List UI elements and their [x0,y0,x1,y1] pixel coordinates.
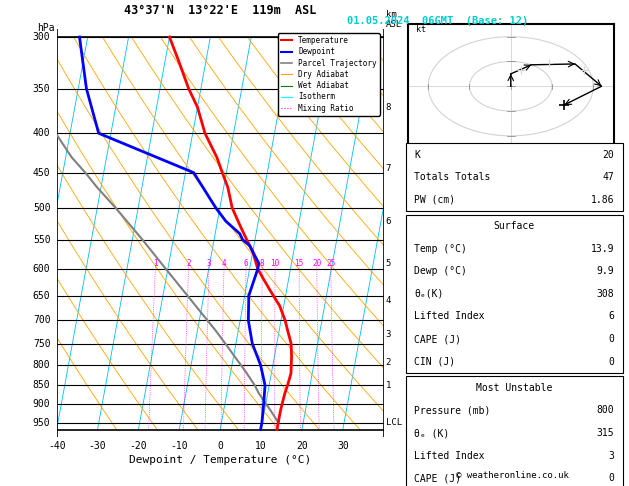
Text: 2: 2 [386,359,391,367]
Text: 300: 300 [33,32,50,42]
Text: PW (cm): PW (cm) [415,195,455,205]
Text: 6: 6 [386,216,391,226]
Text: CAPE (J): CAPE (J) [415,473,462,483]
Text: 400: 400 [33,128,50,138]
Text: kt: kt [416,25,426,34]
Text: Temp (°C): Temp (°C) [415,243,467,254]
Text: 6: 6 [608,312,614,321]
Text: -30: -30 [89,441,106,451]
Text: Surface: Surface [494,221,535,231]
Text: 0: 0 [608,357,614,367]
Text: CAPE (J): CAPE (J) [415,334,462,344]
Text: -10: -10 [170,441,188,451]
Text: 1.86: 1.86 [591,195,614,205]
Text: 20: 20 [296,441,308,451]
Text: 700: 700 [33,315,50,326]
Text: 1: 1 [386,381,391,390]
Text: 6: 6 [243,259,248,268]
Text: 0: 0 [608,473,614,483]
Text: 43°37'N  13°22'E  119m  ASL: 43°37'N 13°22'E 119m ASL [124,4,316,17]
Text: 47: 47 [603,173,614,182]
Text: 500: 500 [33,203,50,213]
Text: 1: 1 [153,259,158,268]
Text: 4: 4 [222,259,226,268]
Text: 800: 800 [33,360,50,370]
Text: -20: -20 [130,441,147,451]
Legend: Temperature, Dewpoint, Parcel Trajectory, Dry Adiabat, Wet Adiabat, Isotherm, Mi: Temperature, Dewpoint, Parcel Trajectory… [277,33,380,116]
Text: Dewpoint / Temperature (°C): Dewpoint / Temperature (°C) [129,455,311,465]
Text: 550: 550 [33,235,50,245]
Text: 10: 10 [255,441,267,451]
Text: CIN (J): CIN (J) [415,357,455,367]
Text: Lifted Index: Lifted Index [415,312,485,321]
Text: K: K [415,150,420,160]
Text: Lifted Index: Lifted Index [415,451,485,461]
Text: LCL: LCL [386,418,402,427]
Text: 600: 600 [33,264,50,274]
Text: -40: -40 [48,441,65,451]
Text: 20: 20 [312,259,321,268]
Bar [406,376,623,486]
Text: 315: 315 [596,428,614,438]
Text: hPa: hPa [38,23,55,33]
Text: 350: 350 [33,84,50,94]
Text: 900: 900 [33,399,50,410]
Text: 30: 30 [337,441,348,451]
Text: 450: 450 [33,168,50,178]
Text: Most Unstable: Most Unstable [476,383,552,393]
Text: 15: 15 [294,259,304,268]
Text: 3: 3 [207,259,211,268]
Text: 0: 0 [608,334,614,344]
Text: θₑ (K): θₑ (K) [415,428,450,438]
Text: 8: 8 [386,103,391,112]
Text: 650: 650 [33,291,50,301]
Text: Totals Totals: Totals Totals [415,173,491,182]
Text: © weatheronline.co.uk: © weatheronline.co.uk [456,471,569,480]
Text: 10: 10 [270,259,280,268]
Text: Pressure (mb): Pressure (mb) [415,405,491,416]
Text: Dewp (°C): Dewp (°C) [415,266,467,276]
Text: 9.9: 9.9 [596,266,614,276]
Text: 8: 8 [260,259,265,268]
Text: 750: 750 [33,339,50,348]
Text: 5: 5 [386,259,391,268]
Text: 950: 950 [33,417,50,428]
Text: 7: 7 [386,164,391,174]
Text: 4: 4 [386,296,391,305]
Text: 3: 3 [386,330,391,339]
Text: 800: 800 [596,405,614,416]
Text: 2: 2 [186,259,191,268]
Text: 13.9: 13.9 [591,243,614,254]
Text: 20: 20 [603,150,614,160]
Text: km
ASL: km ASL [386,10,402,29]
Text: 308: 308 [596,289,614,299]
Bar [406,215,623,373]
Text: 01.05.2024  06GMT  (Base: 12): 01.05.2024 06GMT (Base: 12) [347,16,528,26]
Text: 0: 0 [217,441,223,451]
Text: 3: 3 [608,451,614,461]
Text: 25: 25 [326,259,335,268]
Bar [406,143,623,211]
Text: 850: 850 [33,381,50,390]
Text: θₑ(K): θₑ(K) [415,289,444,299]
